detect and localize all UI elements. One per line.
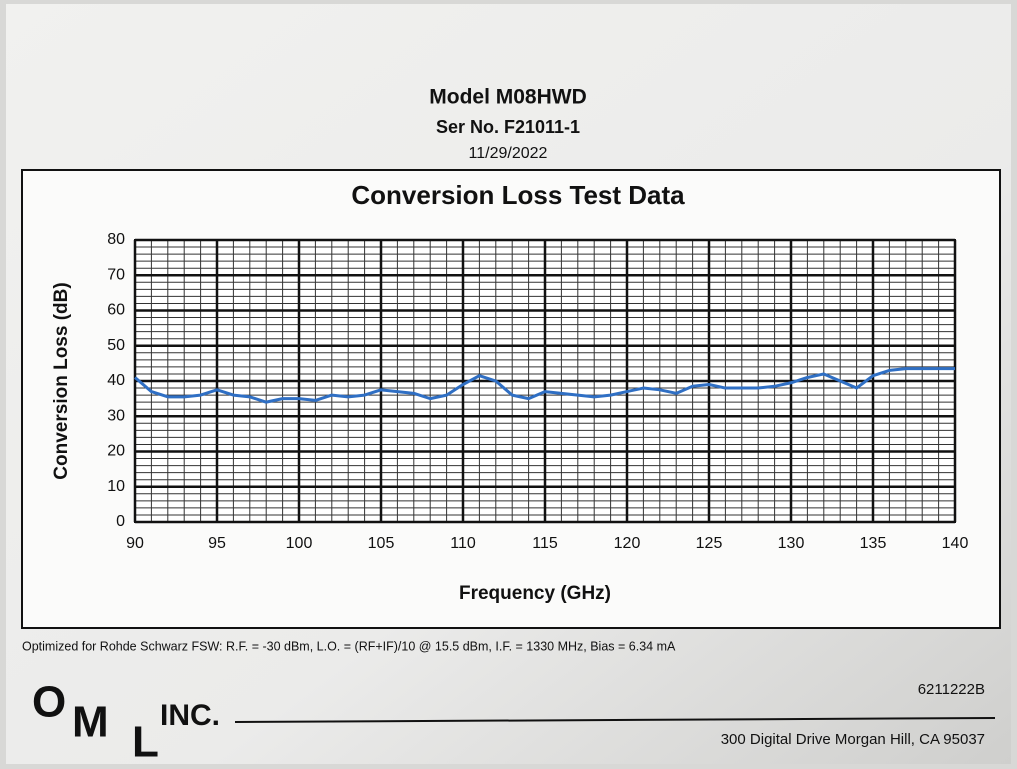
- logo: INC.: [160, 699, 220, 732]
- y-axis-label: Conversion Loss (dB): [51, 282, 72, 479]
- x-tick-label: 135: [860, 535, 887, 552]
- x-tick-label: 125: [696, 535, 723, 552]
- y-tick-label: 60: [107, 302, 125, 319]
- x-tick-label: 100: [286, 535, 313, 552]
- serial: Ser No. F21011-1: [436, 117, 580, 137]
- chart-title: Conversion Loss Test Data: [351, 180, 685, 210]
- y-tick-label: 10: [107, 478, 125, 495]
- x-tick-label: 105: [368, 535, 395, 552]
- y-tick-label: 70: [107, 266, 125, 283]
- footnote: Optimized for Rohde Schwarz FSW: R.F. = …: [22, 639, 676, 653]
- logo: O: [32, 678, 66, 727]
- y-tick-label: 50: [107, 337, 125, 354]
- y-tick-label: 20: [107, 443, 125, 460]
- x-tick-label: 120: [614, 535, 641, 552]
- address: 300 Digital Drive Morgan Hill, CA 95037: [721, 731, 985, 748]
- date: 11/29/2022: [469, 145, 548, 162]
- x-tick-label: 130: [778, 535, 805, 552]
- rule: [234, 717, 996, 723]
- logo: L: [132, 718, 159, 767]
- part-number: 6211222B: [918, 681, 985, 698]
- x-tick-label: 95: [208, 535, 226, 552]
- x-tick-label: 115: [532, 535, 558, 552]
- x-axis-label: Frequency (GHz): [459, 583, 611, 604]
- x-tick-label: 140: [942, 535, 969, 552]
- logo: M: [72, 698, 109, 747]
- x-tick-label: 90: [126, 535, 144, 552]
- y-tick-label: 80: [107, 231, 125, 248]
- x-tick-label: 110: [450, 535, 476, 552]
- data-line: [134, 367, 955, 404]
- y-tick-label: 40: [107, 372, 125, 389]
- y-tick-label: 0: [116, 513, 125, 530]
- y-tick-label: 30: [107, 407, 125, 424]
- model: Model M08HWD: [429, 86, 587, 109]
